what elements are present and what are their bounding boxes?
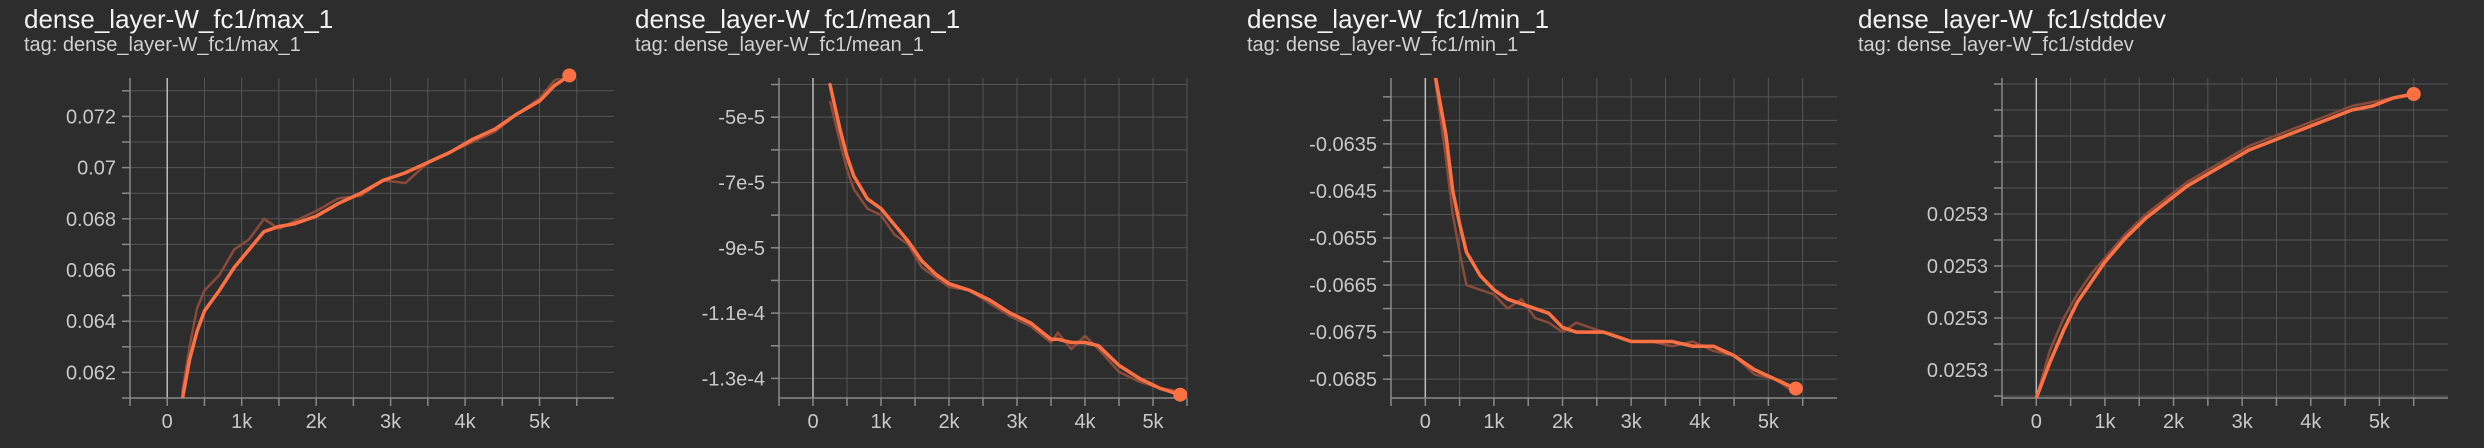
chart-panel-mean: dense_layer-W_fc1/mean_1 tag: dense_laye… — [635, 0, 1247, 448]
line-chart-stddev[interactable]: 0 1k 2k 3k 4k 5k 0.0253 0.0253 0.0253 0.0253 — [1858, 0, 2470, 448]
y-tick-label: -7e-5 — [718, 172, 765, 194]
x-tick-label: 2k — [1552, 411, 1574, 433]
x-tick-label: 5k — [2369, 411, 2391, 433]
y-tick-label: -9e-5 — [718, 238, 765, 260]
y-tick-label: 0.07 — [77, 158, 116, 180]
y-tick-label: -0.0685 — [1309, 369, 1377, 391]
x-tick-label: 0 — [1420, 411, 1431, 433]
x-tick-label: 1k — [870, 411, 892, 433]
x-tick-label: 2k — [2163, 411, 2185, 433]
y-tick-label: 0.0253 — [1927, 360, 1988, 382]
last-point-marker[interactable] — [1173, 387, 1188, 402]
y-tick-label: 0.068 — [66, 209, 116, 231]
x-tick-label: 5k — [529, 411, 551, 433]
x-tick-label: 3k — [380, 411, 402, 433]
y-tick-label: 0.064 — [66, 311, 116, 333]
chart-title: dense_layer-W_fc1/min_1 — [1247, 4, 1550, 34]
raw-series-line — [1434, 82, 1797, 395]
x-tick-label: 3k — [1006, 411, 1028, 433]
grid — [129, 78, 614, 399]
y-tick-label: 0.0253 — [1927, 308, 1988, 330]
y-tick-label: 0.0253 — [1927, 204, 1988, 226]
smoothed-series-line[interactable] — [1433, 78, 1798, 391]
x-tick-label: 3k — [1621, 411, 1643, 433]
chart-tag: tag: dense_layer-W_fc1/mean_1 — [635, 34, 925, 56]
chart-title: dense_layer-W_fc1/max_1 — [24, 4, 334, 34]
raw-series-line — [828, 100, 1181, 393]
chart-tag: tag: dense_layer-W_fc1/max_1 — [24, 34, 301, 56]
smoothed-series-line[interactable] — [2034, 92, 2416, 398]
y-tick-label: -0.0635 — [1309, 134, 1377, 156]
chart-title: dense_layer-W_fc1/mean_1 — [635, 4, 961, 34]
x-tick-label: 4k — [455, 411, 477, 433]
line-chart-mean[interactable]: 0 1k 2k 3k 4k 5k -5e-5 -7e-5 -9e-5 -1.1e-4 -1.3e-4 — [635, 0, 1247, 448]
chart-panel-max: dense_layer-W_fc1/max_1 tag: dense_layer… — [24, 0, 636, 448]
chart-tag: tag: dense_layer-W_fc1/min_1 — [1247, 34, 1519, 56]
x-tick-label: 5k — [1758, 411, 1780, 433]
x-tick-label: 1k — [231, 411, 253, 433]
chart-panel-stddev: dense_layer-W_fc1/stddev tag: dense_laye… — [1858, 0, 2470, 448]
y-tick-label: -0.0665 — [1309, 275, 1377, 297]
line-chart-max[interactable]: 0 1k 2k 3k 4k 5k 0.062 0.064 0.066 0.068 0.07 0.072 — [24, 0, 636, 448]
y-tick-label: 0.0253 — [1927, 256, 1988, 278]
last-point-marker[interactable] — [562, 68, 577, 83]
raw-series-line — [180, 78, 563, 394]
x-tick-label: 4k — [2300, 411, 2322, 433]
x-tick-label: 1k — [2094, 411, 2116, 433]
smoothed-series-line[interactable] — [180, 75, 569, 400]
y-tick-label: -1.1e-4 — [702, 303, 765, 325]
y-tick-label: -0.0675 — [1309, 322, 1377, 344]
x-tick-label: 4k — [1074, 411, 1096, 433]
y-tick-label: 0.072 — [66, 106, 116, 128]
x-tick-label: 2k — [938, 411, 960, 433]
line-chart-min[interactable]: 0 1k 2k 3k 4k 5k -0.0635 -0.0645 -0.0655 -0.0665 -… — [1247, 0, 1859, 448]
x-tick-label: 0 — [162, 411, 173, 433]
x-tick-label: 4k — [1689, 411, 1711, 433]
x-tick-label: 0 — [807, 411, 818, 433]
chart-panel-min: dense_layer-W_fc1/min_1 tag: dense_layer… — [1247, 0, 1859, 448]
raw-series-line — [2035, 92, 2414, 398]
x-tick-label: 2k — [306, 411, 328, 433]
last-point-marker[interactable] — [1788, 381, 1803, 396]
x-tick-label: 0 — [2031, 411, 2042, 433]
y-tick-label: -0.0655 — [1309, 228, 1377, 250]
last-point-marker[interactable] — [2406, 87, 2421, 101]
x-tick-label: 3k — [2232, 411, 2254, 433]
y-tick-label: 0.066 — [66, 260, 116, 282]
y-tick-label: 0.062 — [66, 362, 116, 384]
chart-title: dense_layer-W_fc1/stddev — [1858, 4, 2166, 34]
chart-tag: tag: dense_layer-W_fc1/stddev — [1858, 34, 2134, 56]
y-tick-label: -1.3e-4 — [702, 368, 765, 390]
x-tick-label: 1k — [1483, 411, 1505, 433]
grid — [2001, 78, 2448, 398]
x-tick-label: 5k — [1142, 411, 1164, 433]
y-tick-label: -0.0645 — [1309, 181, 1377, 203]
smoothed-series-line[interactable] — [828, 82, 1182, 397]
y-tick-label: -5e-5 — [718, 107, 765, 129]
